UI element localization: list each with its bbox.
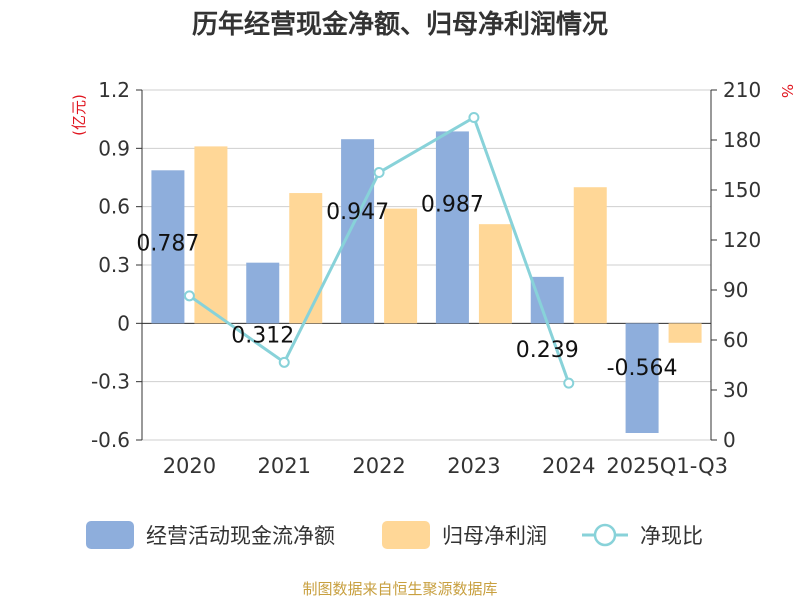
legend-label: 归母净利润 <box>442 524 547 548</box>
data-labels: 0.787 0.312 0.947 0.987 0.239 -0.564 <box>136 192 677 381</box>
ratio-point <box>278 356 290 368</box>
left-tick-label: 1.2 <box>98 78 130 102</box>
cashflow-data-label: 0.947 <box>326 200 389 225</box>
right-tick-label: 150 <box>723 178 761 202</box>
source-note: 制图数据来自恒生聚源数据库 <box>302 580 497 598</box>
right-tick-label: 180 <box>723 128 761 152</box>
x-category-label: 2025Q1-Q3 <box>606 454 728 478</box>
cashflow-bar <box>625 323 659 433</box>
cashflow-data-label: 0.312 <box>231 324 294 349</box>
right-tick-label: 120 <box>723 228 761 252</box>
netprofit-bar <box>573 187 607 324</box>
cashflow-bar <box>435 131 469 324</box>
netprofit-bar <box>384 208 418 324</box>
ratio-point <box>563 377 575 389</box>
ratio-point <box>373 167 385 178</box>
left-tick-label: -0.6 <box>91 428 130 452</box>
cashflow-bar <box>246 262 280 324</box>
right-tick-label: 210 <box>723 78 761 102</box>
legend-label: 经营活动现金流净额 <box>146 524 335 548</box>
chart-title: 历年经营现金净额、归母净利润情况 <box>192 9 608 40</box>
cashflow-bar <box>341 139 375 324</box>
left-axis-unit: (亿元) <box>70 94 88 136</box>
legend-swatch-bar <box>382 521 430 549</box>
ratio-point <box>183 290 195 302</box>
netprofit-bar <box>478 224 512 324</box>
axes: 1.2 0.9 0.6 0.3 0 -0.3 -0.6 210 180 150 120 90 60 30 0… <box>70 78 796 478</box>
cashflow-bar <box>530 276 564 324</box>
left-tick-label: 0.3 <box>98 253 130 277</box>
right-tick-label: 90 <box>723 278 748 302</box>
netprofit-bar <box>289 193 323 324</box>
x-category-label: 2022 <box>352 454 405 478</box>
x-category-label: 2020 <box>163 454 216 478</box>
cashflow-bar <box>151 170 185 324</box>
cashflow-data-label: 0.987 <box>421 192 484 217</box>
ratio-point <box>468 112 480 123</box>
ratio-line <box>183 112 575 389</box>
cashflow-data-label: -0.564 <box>607 356 678 381</box>
x-category-label: 2023 <box>447 454 500 478</box>
x-category-label: 2021 <box>258 454 311 478</box>
left-tick-label: 0.9 <box>98 136 130 160</box>
right-tick-label: 60 <box>723 328 748 352</box>
left-tick-label: 0.6 <box>98 195 130 219</box>
right-axis-unit: % <box>778 84 796 98</box>
bars <box>151 131 702 433</box>
legend-label: 净现比 <box>640 524 703 548</box>
left-tick-label: -0.3 <box>91 370 130 394</box>
legend-swatch-marker <box>593 523 617 547</box>
right-tick-label: 30 <box>723 378 748 402</box>
legend: 经营活动现金流净额 归母净利润 净现比 <box>86 521 703 549</box>
left-tick-label: 0 <box>117 311 130 335</box>
cashflow-data-label: 0.787 <box>136 231 199 256</box>
x-category-label: 2024 <box>542 454 595 478</box>
legend-swatch-bar <box>86 521 134 549</box>
netprofit-bar <box>194 146 228 324</box>
cashflow-data-label: 0.239 <box>516 338 579 363</box>
right-tick-label: 0 <box>723 428 736 452</box>
netprofit-bar <box>668 323 702 343</box>
